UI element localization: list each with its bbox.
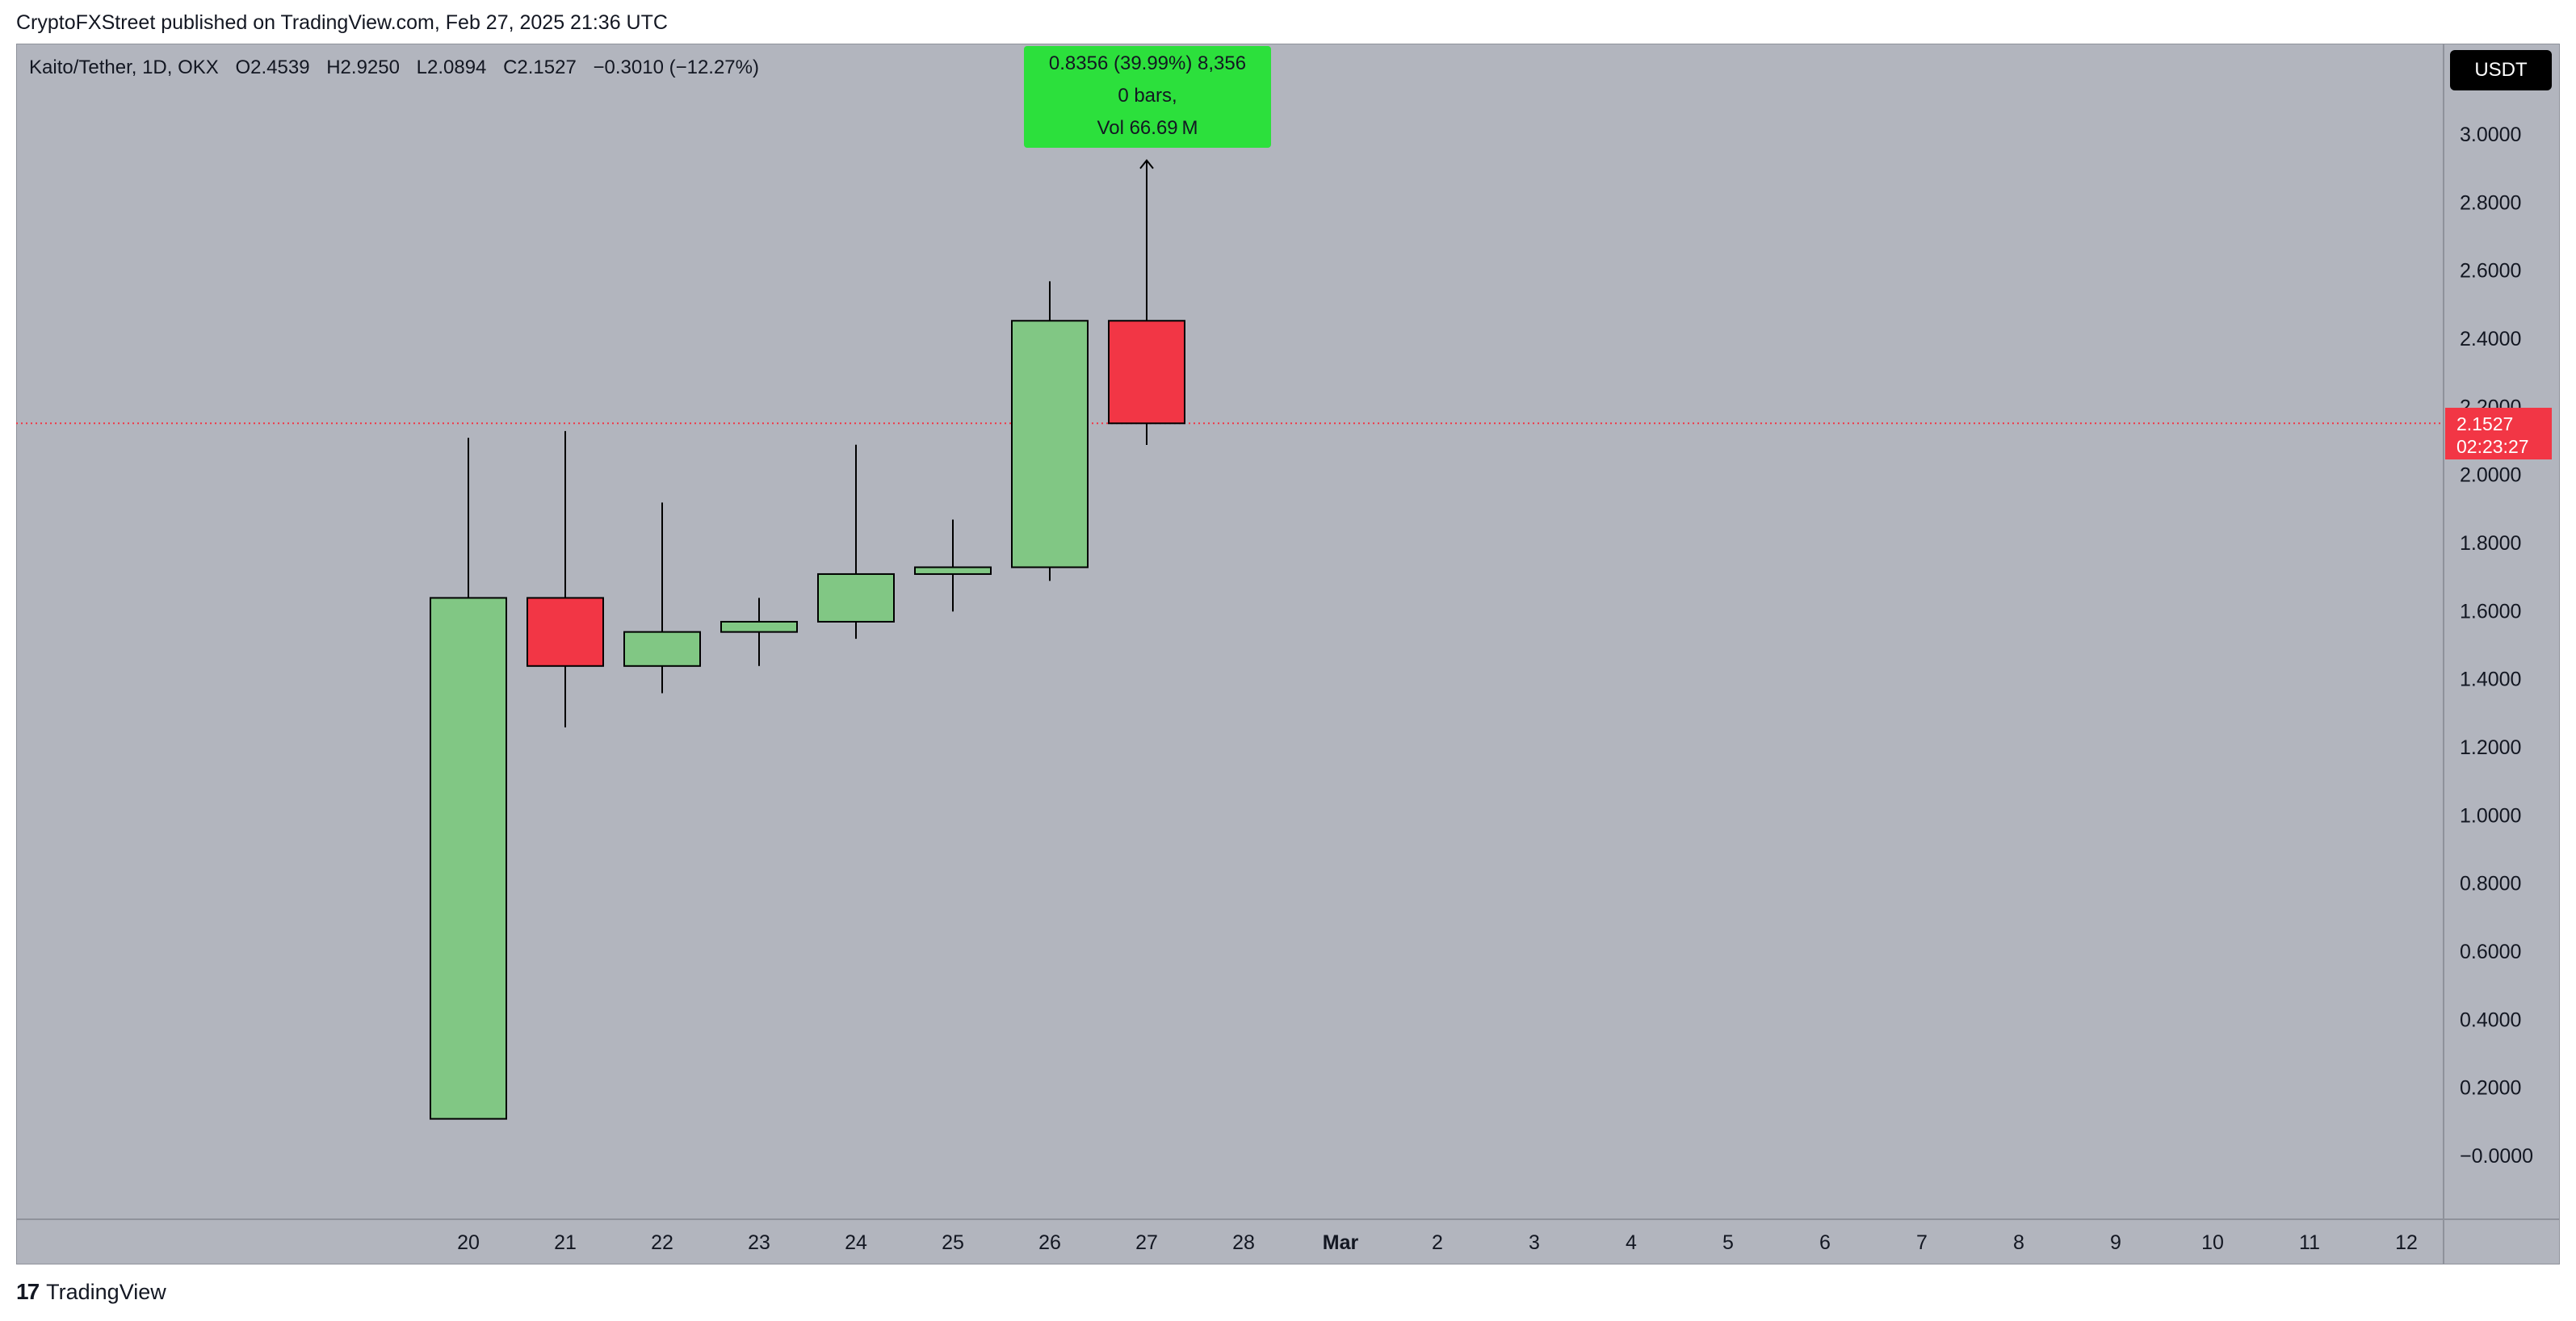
candle-body [1011,320,1089,568]
legend-change: −0.3010 (−12.27%) [593,57,760,78]
date-tick-label: 26 [1038,1231,1061,1254]
price-tick-label: 1.2000 [2460,736,2521,759]
tradingview-logo-icon: 17 [16,1279,40,1304]
date-tick-label: 20 [457,1231,480,1254]
symbol-legend: Kaito/Tether, 1D, OKX O2.4539 H2.9250 L2… [29,57,770,79]
date-tick-label: 8 [2013,1231,2024,1254]
date-tick-label: 25 [942,1231,964,1254]
date-tick-label: 4 [1626,1231,1637,1254]
candle-body [914,566,992,575]
candle-25[interactable] [914,519,992,612]
price-tick-label: 2.0000 [2460,464,2521,487]
bar-countdown: 02:23:27 [2456,436,2529,457]
price-tick-label: 1.0000 [2460,804,2521,827]
date-tick-label: 5 [1722,1231,1734,1254]
candle-body [430,597,507,1120]
date-tick-label: 10 [2201,1231,2224,1254]
legend-open: O2.4539 [235,57,310,78]
date-tick-label: 22 [651,1231,673,1254]
candle-body [527,597,604,667]
candle-20[interactable] [430,438,507,1120]
legend-close: C2.1527 [503,57,577,78]
measure-arrow [1139,159,1154,321]
measure-bars: 0 bars, [1118,85,1177,107]
legend-low: L2.0894 [416,57,487,78]
date-tick-label: 2 [1432,1231,1443,1254]
candle-body [1108,320,1185,425]
price-tick-label: 0.8000 [2460,873,2521,895]
candle-21[interactable] [527,430,604,728]
candle-22[interactable] [623,502,701,694]
price-tick-label: 3.0000 [2460,124,2521,146]
date-tick-label: 28 [1232,1231,1255,1254]
currency-button[interactable]: USDT [2450,50,2552,90]
date-tick-label: 12 [2395,1231,2418,1254]
candle-body [720,620,798,633]
date-tick-label: Mar [1323,1231,1359,1254]
measure-arrow-head [1139,159,1154,170]
price-tick-label: 2.6000 [2460,260,2521,283]
candle-23[interactable] [720,598,798,666]
candle-24[interactable] [817,444,895,640]
date-tick-label: 3 [1529,1231,1540,1254]
legend-high: H2.9250 [326,57,400,78]
date-tick-label: 23 [748,1231,770,1254]
price-tick-label: −0.0000 [2460,1145,2533,1168]
price-tick-label: 0.2000 [2460,1077,2521,1100]
measure-change: 0.8356 (39.99%) 8,356 [1048,52,1247,74]
price-tick-label: 1.6000 [2460,600,2521,623]
measure-tooltip: 0.8356 (39.99%) 8,356 0 bars, Vol 66.69 … [1024,46,1271,148]
date-tick-label: 6 [1819,1231,1831,1254]
price-tick-label: 0.6000 [2460,941,2521,963]
price-tick-label: 0.4000 [2460,1009,2521,1031]
date-tick-label: 9 [2110,1231,2121,1254]
footer-brand[interactable]: 17 TradingView [16,1279,166,1305]
time-axis[interactable]: 20 21 22 23 24 25 26 27 28 Mar 2 3 4 5 6 7 8 9 10 11 12 [16,1218,2560,1254]
price-tick-label: 2.8000 [2460,191,2521,214]
tradingview-wordmark: TradingView [46,1279,166,1304]
candle-26[interactable] [1011,281,1089,581]
date-tick-label: 21 [554,1231,577,1254]
candles-layer [430,160,1185,1120]
price-tick-label: 2.4000 [2460,328,2521,350]
price-tick-label: 1.8000 [2460,532,2521,555]
measure-volume: Vol 66.69 M [1097,117,1198,139]
candle-body [817,572,895,623]
price-axis[interactable]: 3.00002.80002.60002.40002.20002.00001.80… [2443,44,2533,1264]
last-price-value: 2.1527 [2456,413,2514,434]
date-tick-label: 11 [2299,1231,2320,1254]
candle-body [623,631,701,667]
legend-symbol[interactable]: Kaito/Tether, 1D, OKX [29,57,219,78]
publisher-line: CryptoFXStreet published on TradingView.… [16,11,668,34]
price-tick-label: 1.4000 [2460,669,2521,691]
date-tick-label: 24 [845,1231,867,1254]
last-price-label: 2.1527 02:23:27 [2445,408,2552,459]
date-tick-label: 27 [1135,1231,1158,1254]
date-tick-label: 7 [1916,1231,1928,1254]
